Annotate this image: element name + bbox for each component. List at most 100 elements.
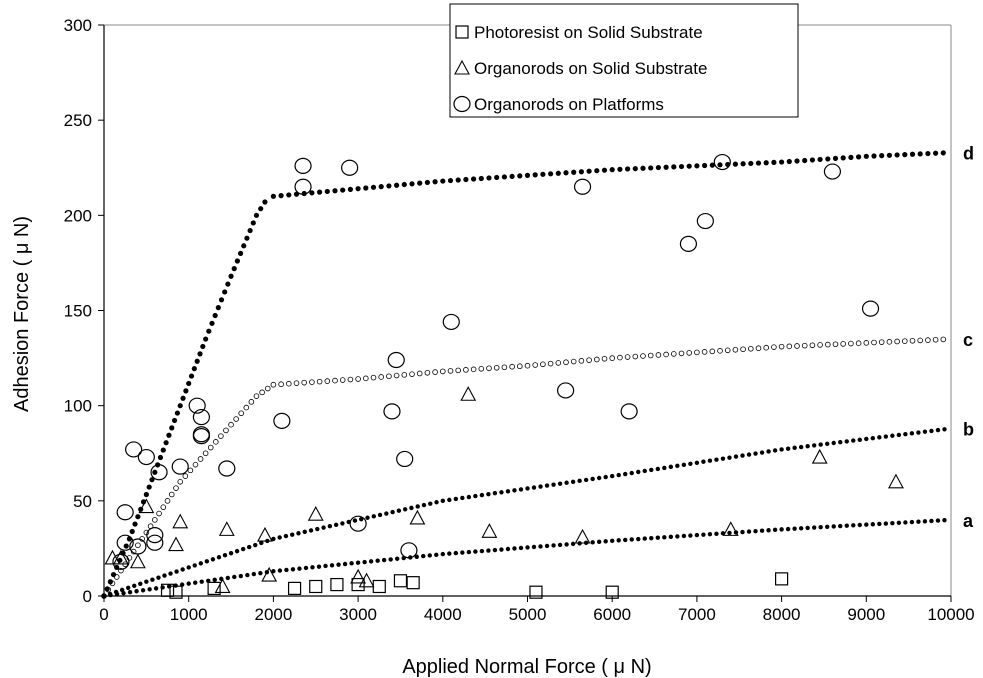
trend-dot [798,526,804,531]
trend-dot [663,164,669,170]
trend-dot [342,561,348,567]
trend-dot [609,355,615,361]
trend-dot [486,548,491,553]
trend-dot [362,375,369,382]
trend-dot [771,344,777,350]
trend-dot [596,475,602,481]
trend-dot [555,170,561,176]
trend-dot [817,342,823,348]
trend-dot [434,500,439,505]
trend-lines: a b c d [101,144,974,599]
x-tick-label: 5000 [509,605,547,624]
trend-dot [642,536,647,541]
triangle-marker [811,448,828,464]
trend-dot [262,199,268,205]
x-tick-label: 1000 [170,605,208,624]
x-tick-label: 8000 [763,605,801,624]
trend-dot [453,550,459,556]
trend-dot [663,351,669,358]
trend-dot [746,529,752,534]
trend-dot [127,589,133,595]
trend-dot [359,516,364,522]
trend-dot [879,153,885,159]
trend-label-b: b [963,420,974,440]
trend-dot [772,527,778,533]
trend-dot [460,495,465,501]
circle-marker [713,153,731,171]
trend-dot [209,320,215,326]
trend-dot [851,523,856,528]
trend-dot [825,524,830,530]
trend-dot [544,543,550,549]
trend-dot [401,372,408,378]
trend-dot [332,377,338,384]
trend-dot [237,250,244,256]
trend-dot [250,220,256,226]
trend-dot [916,519,921,524]
trend-dot [855,340,862,347]
trend-dot [909,337,916,344]
trend-dot [544,483,550,488]
circle-marker [396,450,414,468]
circle-marker [116,534,134,551]
trend-dot [157,454,164,461]
trend-dot [470,366,477,373]
trend-dot [365,515,370,520]
trend-dot [590,540,595,545]
trend-dot [119,587,125,593]
square-marker [169,585,183,599]
y-tick-label: 50 [73,492,92,511]
trend-dot [390,509,395,515]
trend-dot [681,533,687,539]
trend-dot [540,361,546,368]
trend-dot [538,484,543,489]
trend-dot [740,161,746,167]
triangle-marker [172,513,189,529]
trend-dot [922,519,928,524]
trend-dot [186,581,191,586]
trend-dot [149,477,155,483]
trend-dot [798,444,804,450]
trend-dot [156,575,161,580]
trend-dot [531,544,537,550]
x-tick-label: 7000 [678,605,716,624]
trend-dot [844,439,849,444]
trend-dot [258,206,264,212]
circle-marker [273,412,291,429]
trend-dot [909,519,915,525]
square-marker [351,577,365,592]
trend-dot [886,339,893,345]
x-tick-label: 9000 [847,605,885,624]
trend-dot [831,440,836,446]
trend-dot [479,492,485,498]
trend-dot [152,517,158,523]
y-axis-title: Adhesion Force ( μ N) [11,216,33,412]
trend-dot [717,348,723,354]
trend-dot [362,559,367,565]
trend-dot [355,376,361,382]
trend-dot [649,535,654,541]
legend-triangle-icon [454,59,470,75]
trend-dot [786,158,792,165]
trend-dot [234,258,241,264]
trend-dot [655,466,661,472]
trend-dot [648,165,654,171]
trend-dot [917,151,923,157]
y-tick-label: 250 [64,111,92,130]
trend-dot [831,524,836,529]
trend-dot [168,571,173,576]
circle-marker [696,212,714,230]
trend-dot [432,369,438,375]
trend-dot [942,427,947,432]
trend-dot [144,579,149,584]
triangle-marker [307,505,324,521]
triangle-marker [358,572,375,588]
trend-dot [168,491,175,498]
trend-dot [596,539,602,545]
trend-dot [218,433,224,439]
triangle-marker [574,528,591,544]
trend-dot [258,570,263,576]
trend-dot [564,542,569,547]
circle-marker [341,159,359,176]
trend-dot [917,337,923,344]
